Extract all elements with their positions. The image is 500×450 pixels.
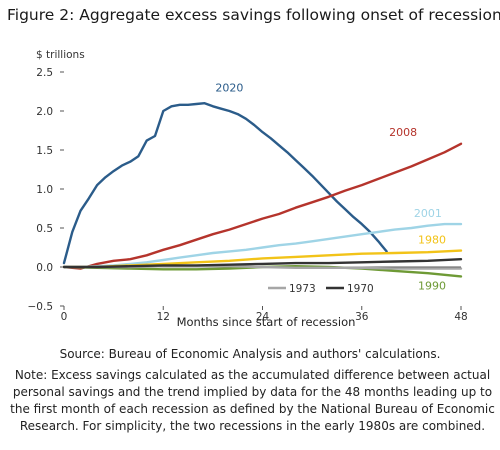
x-tick-label: 24 bbox=[256, 311, 270, 323]
legend-label-1973: 1973 bbox=[289, 283, 316, 295]
source-note: Source: Bureau of Economic Analysis and … bbox=[59, 347, 441, 361]
y-tick-label: 1.0 bbox=[36, 184, 53, 196]
figure-title: Figure 2: Aggregate excess savings follo… bbox=[7, 6, 500, 24]
series-label-1980: 1980 bbox=[418, 234, 446, 247]
x-tick-label: 0 bbox=[61, 311, 68, 323]
series-label-2001: 2001 bbox=[414, 207, 442, 220]
axes-layer: $ trillions −0.5 0.0 0.5 1.0 1.5 2.0 2.5 0 12 24 36… bbox=[28, 49, 468, 329]
y-axis-label: $ trillions bbox=[36, 49, 85, 61]
y-tick-label: 0.0 bbox=[36, 262, 53, 274]
x-tick-label: 12 bbox=[157, 311, 170, 323]
legend-layer: 1973 1970 bbox=[268, 283, 374, 295]
y-tick-label: 0.5 bbox=[36, 223, 53, 235]
x-tick-label: 36 bbox=[355, 311, 369, 323]
x-tick-label: 48 bbox=[454, 311, 467, 323]
y-tick-label: 2.0 bbox=[36, 106, 53, 118]
series-layer bbox=[62, 101, 463, 278]
series-label-2020: 2020 bbox=[215, 82, 243, 95]
line-chart: $ trillions −0.5 0.0 0.5 1.0 1.5 2.0 2.5 0 12 24 36… bbox=[28, 49, 468, 329]
series-label-1990: 1990 bbox=[418, 280, 446, 293]
series-line-2020 bbox=[62, 101, 388, 265]
y-tick-label: −0.5 bbox=[28, 301, 54, 313]
series-labels-layer: 2020 2008 2001 1980 1990 bbox=[215, 82, 446, 293]
y-tick-label: 2.5 bbox=[36, 67, 53, 79]
y-tick-label: 1.5 bbox=[36, 145, 53, 157]
legend-label-1970: 1970 bbox=[347, 283, 374, 295]
series-line-1970 bbox=[62, 258, 463, 269]
series-line-2001 bbox=[62, 222, 463, 269]
series-line-2008 bbox=[62, 142, 463, 270]
methodology-note: Note: Excess savings calculated as the a… bbox=[10, 368, 495, 433]
x-axis-label: Months since start of recession bbox=[177, 315, 356, 329]
series-label-2008: 2008 bbox=[389, 126, 417, 139]
